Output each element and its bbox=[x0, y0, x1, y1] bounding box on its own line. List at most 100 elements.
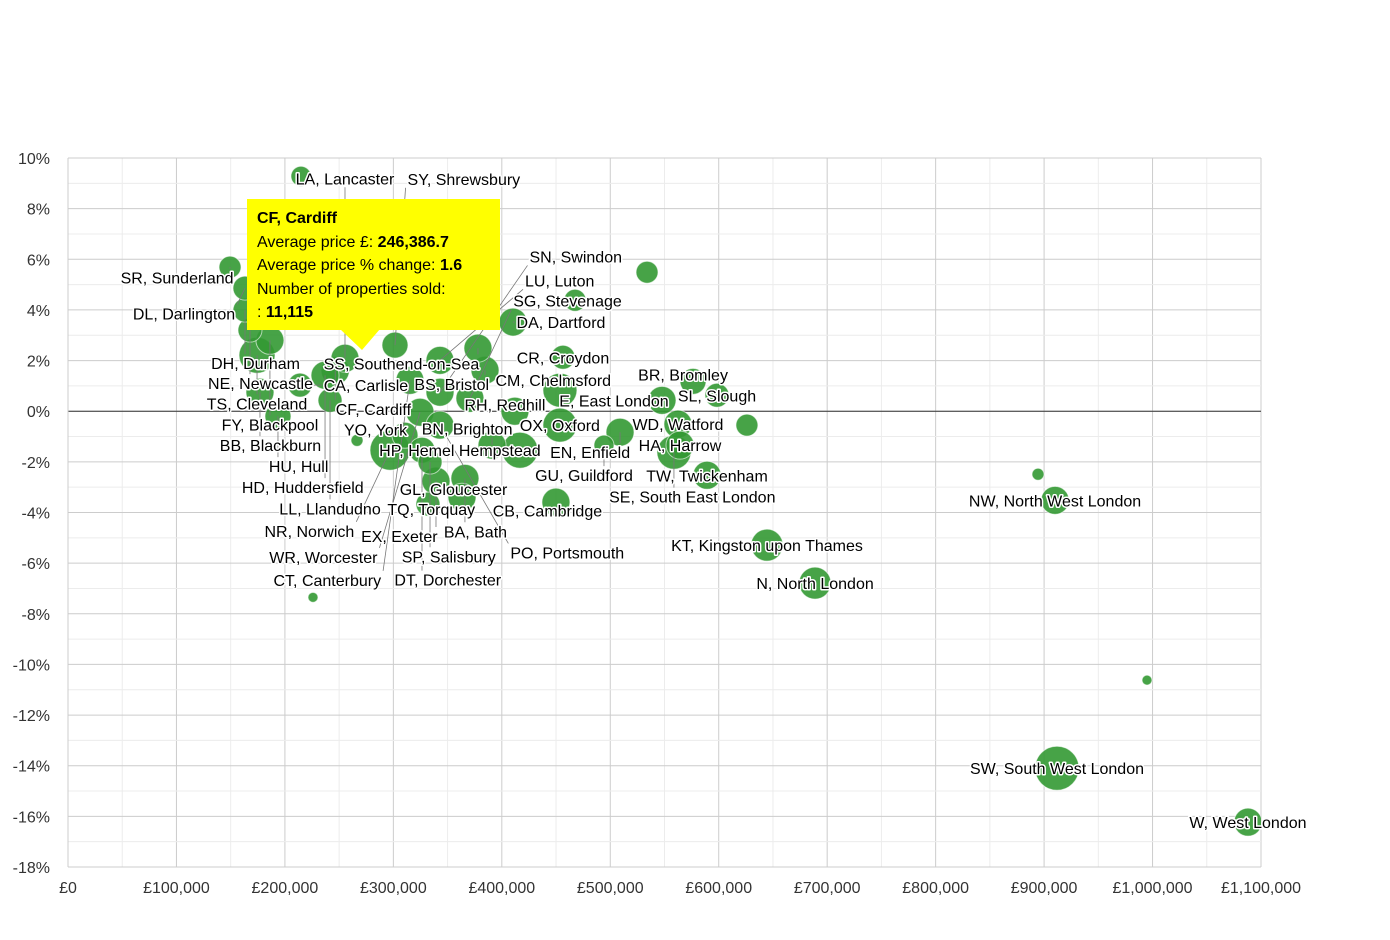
y-tick-label: -10% bbox=[13, 657, 50, 674]
bubble[interactable] bbox=[750, 528, 784, 562]
x-tick-label: £200,000 bbox=[252, 880, 319, 897]
bubble-label: HD, Huddersfield bbox=[242, 480, 364, 497]
bubble-label: HA, Harrow bbox=[639, 438, 722, 455]
bubble[interactable] bbox=[447, 482, 477, 512]
bubble-label: TS, Cleveland bbox=[207, 396, 308, 413]
bubble-label: NE, Newcastle bbox=[208, 376, 313, 393]
bubble[interactable] bbox=[1031, 467, 1045, 481]
bubble-label: GL, Gloucester bbox=[400, 482, 508, 499]
bubble[interactable] bbox=[665, 430, 695, 460]
tooltip-price-value: 246,386.7 bbox=[377, 233, 449, 251]
y-tick-label: 6% bbox=[27, 252, 50, 269]
y-tick-label: 2% bbox=[27, 354, 50, 371]
label-leader-line bbox=[236, 287, 246, 305]
bubble[interactable] bbox=[1040, 485, 1070, 515]
bubble-label: SR, Sunderland bbox=[121, 271, 234, 288]
bubble-label: FY, Blackpool bbox=[222, 417, 319, 434]
bubble[interactable] bbox=[798, 566, 832, 600]
bubble-label: SL, Slough bbox=[678, 388, 756, 405]
tooltip-price-label: Average price £: bbox=[257, 233, 374, 251]
bubble-label: DH, Durham bbox=[211, 356, 300, 373]
bubble[interactable] bbox=[1034, 745, 1080, 791]
bubble[interactable] bbox=[679, 367, 707, 395]
bubble-label: SG, Stevenage bbox=[513, 294, 622, 311]
bubble[interactable] bbox=[635, 260, 659, 284]
x-tick-label: £1,100,000 bbox=[1221, 880, 1301, 897]
bubble-label: W, West London bbox=[1189, 815, 1306, 832]
bubble[interactable] bbox=[542, 407, 578, 443]
bubble-label: CT, Canterbury bbox=[274, 573, 382, 590]
bubble-label: SN, Swindon bbox=[530, 249, 623, 266]
bubble[interactable] bbox=[704, 382, 730, 408]
bubble-label: HP, Hemel Hempstead bbox=[379, 443, 541, 460]
tooltip-change-label: Average price % change: bbox=[257, 257, 436, 274]
x-tick-label: £300,000 bbox=[360, 880, 427, 897]
bubble-label: BN, Brighton bbox=[422, 421, 513, 438]
bubble-label: BS, Bristol bbox=[414, 377, 489, 394]
x-tick-label: £400,000 bbox=[468, 880, 535, 897]
bubble-label: DA, Dartford bbox=[517, 315, 606, 332]
y-tick-label: 8% bbox=[27, 202, 50, 219]
bubble[interactable] bbox=[1141, 674, 1153, 686]
bubble-label: SW, South West London bbox=[970, 761, 1144, 778]
bubble-label: BR, Bromley bbox=[638, 368, 728, 385]
bubble-label: CA, Carlisle bbox=[324, 378, 409, 395]
bubble-label: GU, Guildford bbox=[535, 468, 633, 485]
bubble-label: BB, Blackburn bbox=[220, 438, 321, 455]
bubble[interactable] bbox=[307, 591, 319, 603]
bubble-label: E, East London bbox=[559, 393, 668, 410]
bubble-label: TQ, Torquay bbox=[387, 502, 475, 519]
bubble[interactable] bbox=[563, 288, 587, 312]
bubble-label: OX, Oxford bbox=[520, 418, 600, 435]
tooltip-change-value: 1.6 bbox=[439, 257, 463, 274]
bubble[interactable] bbox=[350, 433, 364, 447]
bubble-label: HU, Hull bbox=[269, 459, 329, 476]
data-labels: W, West London SW, South West London NW, N… bbox=[119, 170, 1308, 834]
bubble[interactable] bbox=[692, 460, 722, 490]
y-tick-label: -8% bbox=[22, 607, 50, 624]
x-tick-label: £900,000 bbox=[1011, 880, 1078, 897]
tooltip-title: CF, Cardiff bbox=[257, 210, 337, 227]
bubble[interactable] bbox=[542, 372, 578, 408]
bubble[interactable] bbox=[735, 413, 759, 437]
tooltip-sold-prefix: : bbox=[257, 304, 262, 321]
bubble[interactable] bbox=[1233, 807, 1262, 837]
bubble-label: CR, Croydon bbox=[517, 350, 609, 367]
bubble-label: RH, Redhill bbox=[465, 398, 546, 415]
label-leader-line bbox=[379, 412, 421, 549]
bubble-label: DT, Dorchester bbox=[394, 573, 501, 590]
bubble-label: PO, Portsmouth bbox=[510, 545, 624, 562]
bubble-label: SS, Southend-on-Sea bbox=[324, 356, 480, 373]
bubble-label: LA, Lancaster bbox=[296, 171, 395, 188]
x-tick-label: £1,000,000 bbox=[1113, 880, 1193, 897]
y-tick-label: 0% bbox=[27, 404, 50, 421]
bubble[interactable] bbox=[500, 396, 530, 426]
label-leader-line bbox=[469, 309, 512, 399]
bubble[interactable] bbox=[647, 385, 677, 415]
x-tick-label: £700,000 bbox=[794, 880, 861, 897]
bubble[interactable] bbox=[290, 165, 312, 187]
y-tick-label: -4% bbox=[22, 506, 50, 523]
bubble-label: KT, Kingston upon Thames bbox=[671, 538, 863, 555]
bubble[interactable] bbox=[541, 487, 571, 517]
tooltip-sold-label: Number of properties sold: bbox=[257, 280, 446, 298]
bubble-label: CF, Cardiff bbox=[336, 402, 412, 419]
y-tick-label: 4% bbox=[27, 303, 50, 320]
x-tick-label: £600,000 bbox=[685, 880, 752, 897]
bubble[interactable] bbox=[425, 410, 455, 440]
tooltip: CF, Cardiff Average price £: 246,386.7 A… bbox=[247, 199, 500, 330]
bubble[interactable] bbox=[550, 344, 576, 370]
bubble-label: N, North London bbox=[756, 576, 873, 593]
y-tick-label: 10% bbox=[18, 151, 50, 168]
x-tick-label: £100,000 bbox=[143, 880, 210, 897]
label-leader-line bbox=[439, 424, 509, 544]
bubble-label: DL, Darlington bbox=[133, 306, 235, 323]
x-tick-label: £500,000 bbox=[577, 880, 644, 897]
y-tick-label: -16% bbox=[13, 809, 50, 826]
bubble-label: EX, Exeter bbox=[361, 529, 438, 546]
tooltip-sold-value: 11,115 bbox=[265, 304, 314, 321]
bubble-label: CB, Cambridge bbox=[493, 504, 602, 521]
bubble-label: WD, Watford bbox=[632, 417, 723, 434]
